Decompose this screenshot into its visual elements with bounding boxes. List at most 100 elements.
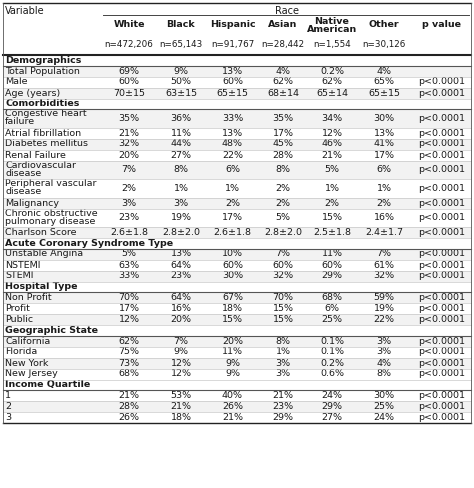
Text: p<0.0001: p<0.0001: [418, 140, 465, 148]
Text: 6%: 6%: [376, 165, 392, 174]
Text: 15%: 15%: [222, 315, 243, 324]
Text: 60%: 60%: [273, 261, 293, 269]
Bar: [3, 127, 471, 139]
Text: 2%: 2%: [325, 199, 339, 207]
Text: 0.2%: 0.2%: [320, 359, 344, 367]
Text: 2.5±1.8: 2.5±1.8: [313, 228, 351, 237]
Text: 25%: 25%: [374, 402, 394, 411]
Text: disease: disease: [5, 169, 41, 178]
Bar: [3, 401, 471, 412]
Bar: [3, 314, 471, 325]
Text: 45%: 45%: [273, 140, 293, 148]
Text: 11%: 11%: [321, 249, 343, 259]
Text: 3%: 3%: [376, 347, 392, 357]
Text: 2: 2: [5, 402, 11, 411]
Text: Demographics: Demographics: [5, 56, 82, 65]
Text: p<0.0001: p<0.0001: [418, 114, 465, 123]
Text: 12%: 12%: [118, 315, 139, 324]
Text: 2%: 2%: [225, 199, 240, 207]
Text: 12%: 12%: [171, 369, 191, 379]
Text: Renal Failure: Renal Failure: [5, 150, 66, 160]
Text: 53%: 53%: [171, 391, 191, 400]
Text: p<0.0001: p<0.0001: [418, 150, 465, 160]
Text: 20%: 20%: [171, 315, 191, 324]
Text: 70%: 70%: [273, 293, 293, 302]
Text: p value: p value: [422, 20, 461, 29]
Text: 21%: 21%: [321, 150, 343, 160]
Bar: [3, 65, 471, 77]
Text: 13%: 13%: [374, 128, 394, 138]
Text: 75%: 75%: [118, 347, 139, 357]
Text: 3%: 3%: [173, 199, 189, 207]
Text: 30%: 30%: [222, 271, 243, 281]
Text: 28%: 28%: [118, 402, 139, 411]
Text: failure: failure: [5, 118, 35, 126]
Text: 8%: 8%: [275, 337, 291, 346]
Text: 30%: 30%: [374, 114, 394, 123]
Text: 60%: 60%: [321, 261, 343, 269]
Text: 5%: 5%: [325, 165, 339, 174]
Text: 64%: 64%: [171, 293, 191, 302]
Bar: [3, 198, 471, 208]
Text: 3%: 3%: [275, 369, 291, 379]
Text: 9%: 9%: [173, 347, 189, 357]
Text: p<0.0001: p<0.0001: [418, 88, 465, 98]
Text: 23%: 23%: [118, 213, 139, 222]
Bar: [3, 303, 471, 314]
Text: 15%: 15%: [273, 315, 293, 324]
Text: Charlson Score: Charlson Score: [5, 228, 76, 237]
Bar: [3, 412, 471, 423]
Bar: [3, 380, 471, 390]
Text: 11%: 11%: [222, 347, 243, 357]
Text: 34%: 34%: [321, 114, 343, 123]
Text: 40%: 40%: [222, 391, 243, 400]
Text: 33%: 33%: [118, 271, 140, 281]
Text: 46%: 46%: [321, 140, 343, 148]
Text: 50%: 50%: [171, 78, 191, 86]
Text: 61%: 61%: [374, 261, 394, 269]
Text: 30%: 30%: [374, 391, 394, 400]
Text: 68%: 68%: [321, 293, 343, 302]
Text: Total Population: Total Population: [5, 66, 80, 76]
Text: p<0.0001: p<0.0001: [418, 402, 465, 411]
Text: pulmonary disease: pulmonary disease: [5, 217, 95, 226]
Text: Variable: Variable: [5, 6, 45, 16]
Text: 35%: 35%: [273, 114, 293, 123]
Text: 26%: 26%: [118, 413, 139, 422]
Text: 21%: 21%: [273, 391, 293, 400]
Text: 9%: 9%: [225, 359, 240, 367]
Text: 68%: 68%: [118, 369, 139, 379]
Text: 24%: 24%: [321, 391, 343, 400]
Text: n=65,143: n=65,143: [159, 40, 202, 49]
Text: 23%: 23%: [273, 402, 293, 411]
Text: 21%: 21%: [118, 128, 139, 138]
Text: 11%: 11%: [171, 128, 191, 138]
Text: 69%: 69%: [118, 66, 139, 76]
Text: n=91,767: n=91,767: [211, 40, 254, 49]
Text: 0.1%: 0.1%: [320, 337, 344, 346]
Text: 13%: 13%: [171, 249, 191, 259]
Text: 62%: 62%: [321, 78, 343, 86]
Text: Peripheral vascular: Peripheral vascular: [5, 180, 97, 188]
Text: 17%: 17%: [222, 213, 243, 222]
Text: Hispanic: Hispanic: [210, 20, 255, 29]
Text: 15%: 15%: [273, 304, 293, 313]
Bar: [3, 55, 471, 65]
Text: p<0.0001: p<0.0001: [418, 315, 465, 324]
Text: 25%: 25%: [321, 315, 343, 324]
Text: 4%: 4%: [275, 66, 291, 76]
Text: 65±14: 65±14: [316, 88, 348, 98]
Text: 12%: 12%: [321, 128, 343, 138]
Text: 9%: 9%: [173, 66, 189, 76]
Text: American: American: [307, 25, 357, 34]
Text: 21%: 21%: [171, 402, 191, 411]
Text: Black: Black: [167, 20, 195, 29]
Text: p<0.0001: p<0.0001: [418, 213, 465, 222]
Text: Geographic State: Geographic State: [5, 326, 98, 335]
Text: 1%: 1%: [325, 184, 339, 193]
Bar: [3, 346, 471, 358]
Bar: [3, 368, 471, 380]
Text: STEMI: STEMI: [5, 271, 34, 281]
Bar: [3, 282, 471, 292]
Text: 0.6%: 0.6%: [320, 369, 344, 379]
